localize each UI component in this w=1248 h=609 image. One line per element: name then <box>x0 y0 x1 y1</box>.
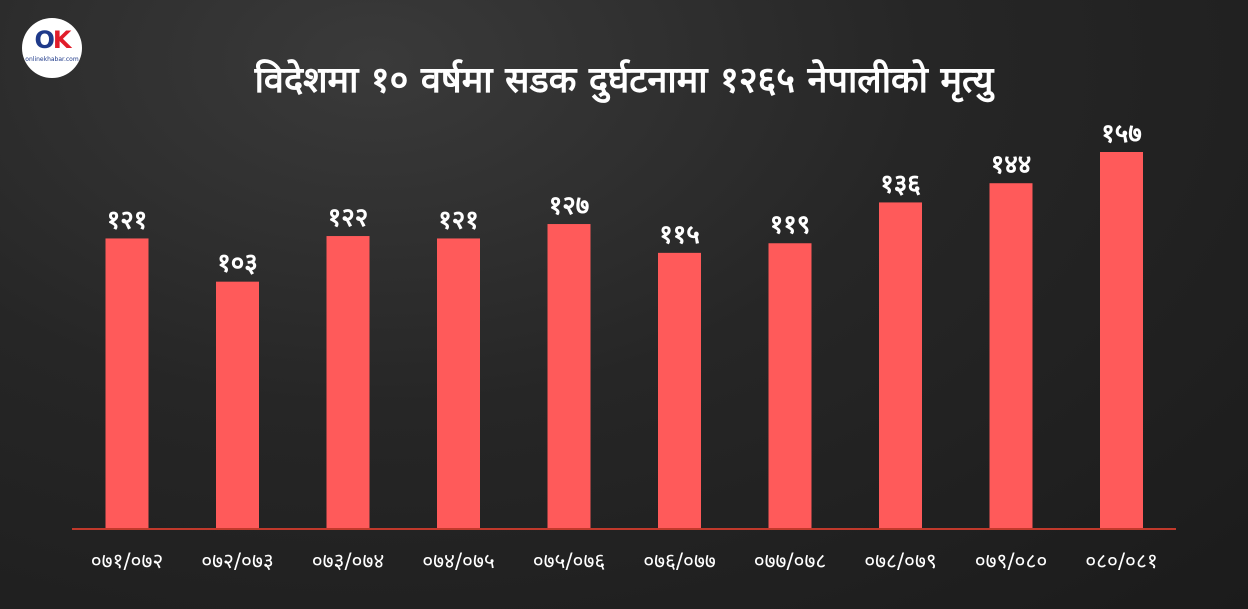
bar-value-label: ११५ <box>659 220 700 250</box>
onlinekhabar-logo: OK onlinekhabar.com <box>22 18 82 78</box>
bar-value-label: १२७ <box>549 191 590 221</box>
bar-value-label: १०३ <box>217 249 258 279</box>
logo-subtext: onlinekhabar.com <box>25 56 79 63</box>
logo-mark-o: O <box>34 26 54 54</box>
bar-value-label: १३६ <box>880 169 921 199</box>
bar-value-label: १४४ <box>991 150 1032 180</box>
chart-title: विदेशमा १० वर्षमा सडक दुर्घटनामा १२६५ ने… <box>254 60 994 101</box>
bar <box>768 243 812 529</box>
bar-value-label: १२१ <box>438 205 479 235</box>
x-tick-label: ०७१/०७२ <box>91 549 164 573</box>
bars-group: १२१ ०७१/०७२ १०३ ०७२/०७३ १२२ ०७३/०७४ १२१ ०७४/०७५… <box>91 119 1158 573</box>
logo-mark-k: K <box>52 26 72 54</box>
bar <box>326 236 370 529</box>
bar-value-label: ११९ <box>770 210 811 240</box>
x-tick-label: ०७६/०७७ <box>643 549 716 573</box>
x-tick-label: ०७३/०७४ <box>312 549 385 573</box>
x-tick-label: ०७७/०७८ <box>754 549 827 573</box>
bar-value-label: १५७ <box>1101 119 1142 149</box>
bar <box>658 252 701 529</box>
bar-value-label: १२१ <box>107 205 148 235</box>
x-tick-label: ०७२/०७३ <box>201 549 274 573</box>
x-tick-label: ०७५/०७६ <box>533 549 606 573</box>
bar <box>105 238 149 529</box>
bar <box>879 202 922 529</box>
logo-mark: OK <box>22 26 82 54</box>
x-tick-label: ०८०/०८१ <box>1085 549 1158 573</box>
bar <box>216 281 259 529</box>
bar <box>437 238 480 529</box>
x-tick-label: ०७९/०८० <box>975 549 1048 573</box>
bar <box>1100 152 1143 529</box>
x-tick-label: ०७४/०७५ <box>422 549 495 573</box>
bar <box>547 224 591 530</box>
bar <box>989 183 1033 530</box>
x-tick-label: ०७८/०७९ <box>864 549 937 573</box>
bar-value-label: १२२ <box>328 203 369 233</box>
